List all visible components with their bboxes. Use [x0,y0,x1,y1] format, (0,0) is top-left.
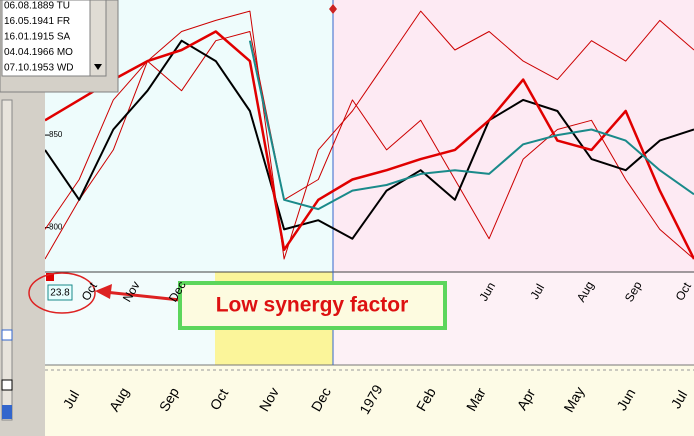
y-tick-label: 850 [49,130,63,139]
series-line [44,31,694,260]
annotation-text: Low synergy factor [216,294,409,317]
plot-bg-right [333,0,694,272]
plot: 800 850 [44,10,694,260]
icon [1,379,13,391]
top-axis-label: Jul [527,281,547,301]
cursor-marker [329,4,337,14]
scroll-arrow[interactable] [94,64,102,70]
icon [2,405,12,419]
annotation-box [178,281,447,330]
y-tick-label: 800 [49,223,63,232]
series-line [44,10,694,260]
list-item: 16.01.1915 SA [4,32,70,43]
arrow-head [95,284,112,299]
marker [46,273,54,281]
toolbar-icons [1,99,13,421]
bottom-axis-label: Jul [667,388,690,412]
list-item: 07.10.1953 WD [4,63,74,74]
highlight-ellipse [28,272,96,314]
icon [1,329,13,341]
arrow-shaft [104,290,181,302]
list-item: 04.04.1966 MO [4,47,73,58]
list-item: 16.05.1941 FR [4,16,70,27]
toolbar-strip [1,99,13,421]
series-line [44,39,694,240]
series-line [44,30,694,260]
list-item: 06.08.1889 TU [4,1,70,12]
factor-box [47,284,73,301]
bottom-axis-label: Jul [59,388,82,412]
series-line [248,40,694,211]
list-items: 06.08.1889 TU 16.05.1941 FR 16.01.1915 SA 0… [4,1,74,74]
time-axis-bg [45,365,694,436]
factor-value: 23.8 [50,288,70,299]
scrollbar[interactable] [89,0,107,77]
